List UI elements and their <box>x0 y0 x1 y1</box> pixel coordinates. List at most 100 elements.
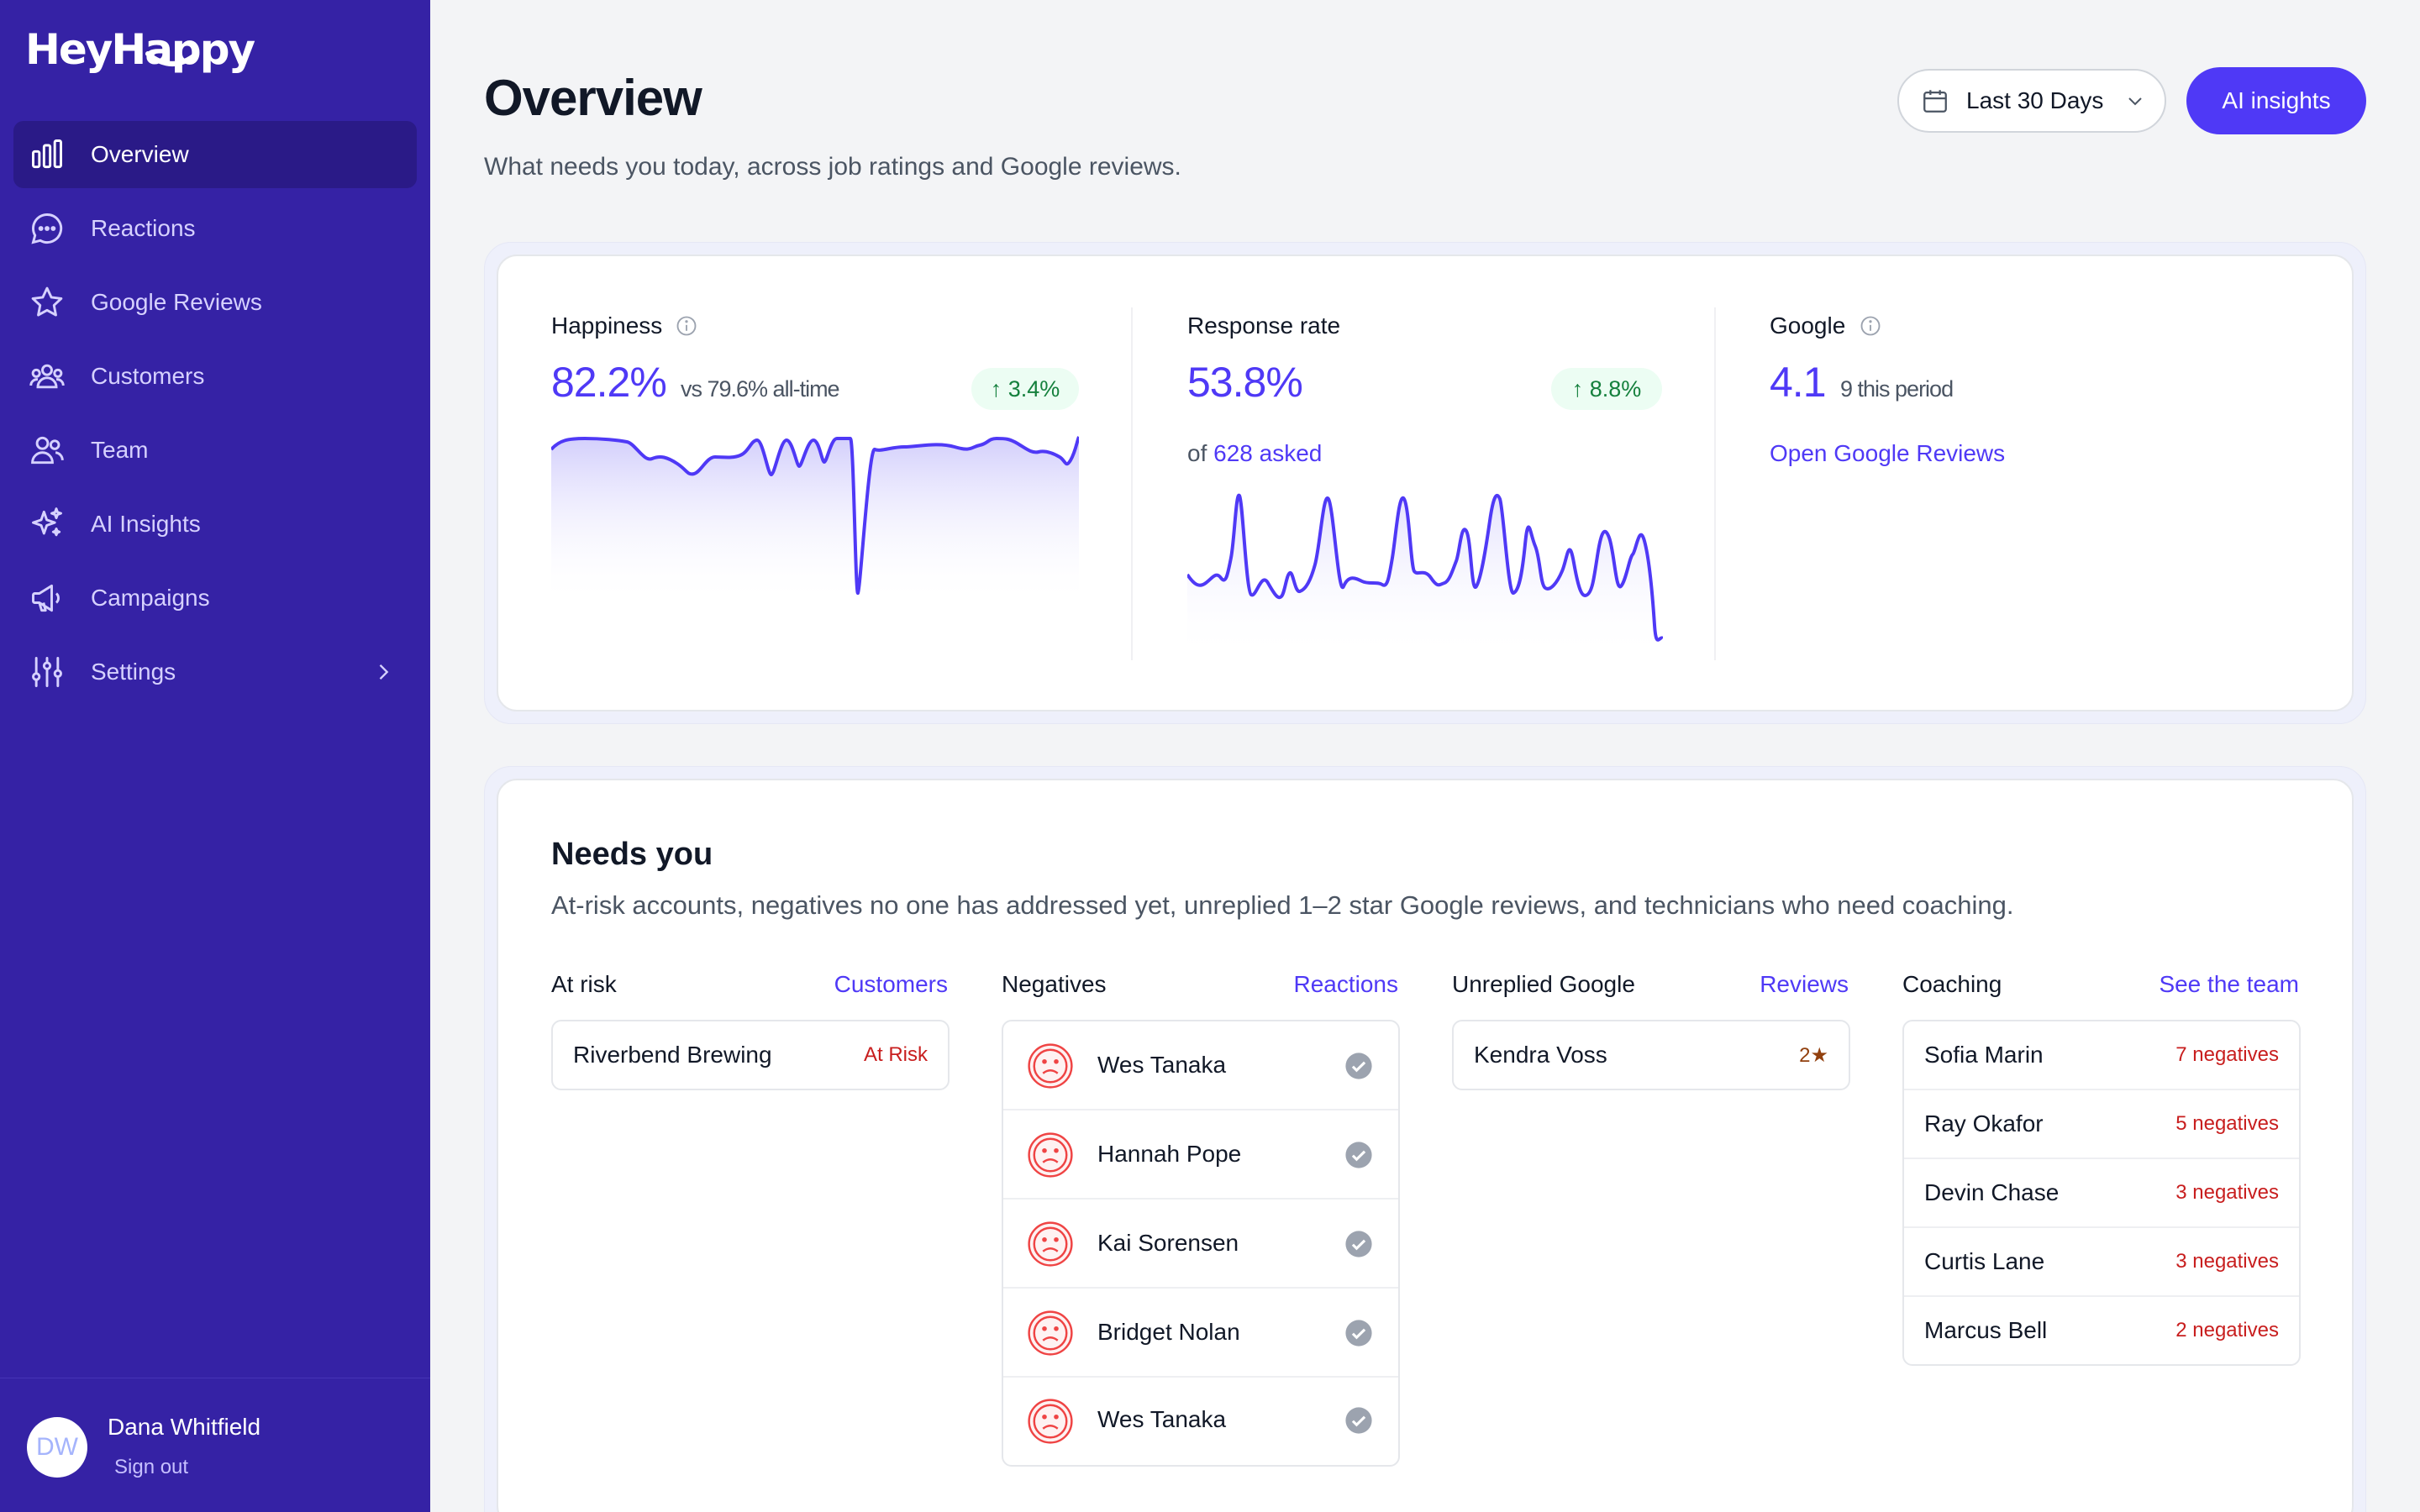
sidebar-item-customers[interactable]: Customers <box>13 343 417 410</box>
chevron-right-icon <box>379 664 389 680</box>
reviews-link[interactable]: Reviews <box>1760 971 1849 997</box>
needs-you-subtitle: At-risk accounts, negatives no one has a… <box>551 890 2014 920</box>
technician-name: Ray Okafor <box>1924 1110 2044 1137</box>
sliders-icon <box>32 657 62 687</box>
happiness-delta-badge: ↑ 3.4% <box>971 368 1079 410</box>
customer-name: Riverbend Brewing <box>573 1042 772 1068</box>
check-circle-icon[interactable] <box>1344 1141 1373 1169</box>
app-logo[interactable]: HeyHappy <box>25 25 255 74</box>
negatives-count: 7 negatives <box>2175 1043 2279 1066</box>
status-badge: At Risk <box>863 1043 928 1066</box>
megaphone-icon <box>32 584 60 612</box>
sidebar-item-campaigns[interactable]: Campaigns <box>13 564 417 632</box>
technician-name: Curtis Lane <box>1924 1248 2045 1274</box>
sidebar-item-label: Team <box>91 437 149 463</box>
sidebar-item-label: Overview <box>91 141 189 167</box>
check-circle-icon[interactable] <box>1344 1052 1373 1080</box>
avatar[interactable]: DW <box>27 1417 87 1478</box>
see-the-team-link[interactable]: See the team <box>2159 971 2299 997</box>
negatives-count: 3 negatives <box>2175 1250 2279 1273</box>
frown-face-icon <box>1028 1043 1073 1089</box>
happiness-sparkline <box>551 436 1079 605</box>
response-rate-label: Response rate <box>1187 312 1341 339</box>
technician-name: Sofia Marin <box>1924 1042 2044 1068</box>
happiness-label: Happiness <box>551 312 663 339</box>
sidebar-item-ai-insights[interactable]: AI Insights <box>13 491 417 558</box>
team-icon <box>31 436 64 465</box>
customer-name: Wes Tanaka <box>1097 1406 1227 1432</box>
coaching-heading: Coaching <box>1902 971 2002 997</box>
response-sparkline <box>1187 493 1663 659</box>
check-circle-icon[interactable] <box>1344 1230 1373 1258</box>
response-of-label: of <box>1187 440 1207 466</box>
sidebar-item-overview[interactable]: Overview <box>13 121 417 188</box>
sidebar-item-label: Google Reviews <box>91 289 262 315</box>
response-delta-badge: ↑ 8.8% <box>1551 368 1662 410</box>
date-range-label: Last 30 Days <box>1966 87 2104 113</box>
negatives-count: 2 negatives <box>2175 1319 2279 1341</box>
google-period-count: 9 this period <box>1840 376 1954 402</box>
open-google-reviews-link[interactable]: Open Google Reviews <box>1770 440 2006 466</box>
sidebar-item-label: Customers <box>91 363 205 389</box>
list-item[interactable]: Hannah Pope <box>1003 1110 1398 1200</box>
page-subtitle: What needs you today, across job ratings… <box>484 153 1181 181</box>
list-item[interactable]: Devin Chase 3 negatives <box>1904 1159 2299 1228</box>
calendar-icon <box>1923 90 1947 113</box>
users-group-icon <box>29 364 65 389</box>
frown-face-icon <box>1028 1310 1073 1356</box>
list-item[interactable]: Ray Okafor 5 negatives <box>1904 1090 2299 1159</box>
check-circle-icon[interactable] <box>1344 1319 1373 1347</box>
response-asked-link[interactable]: 628 asked <box>1213 440 1323 466</box>
ai-insights-button[interactable]: AI insights <box>2186 67 2366 134</box>
at-risk-heading: At risk <box>551 971 617 997</box>
sidebar-item-team[interactable]: Team <box>13 417 417 484</box>
coaching-list: Sofia Marin 7 negatives Ray Okafor 5 neg… <box>1902 1020 2301 1366</box>
logo-smile-icon <box>145 51 199 66</box>
happiness-compare: vs 79.6% all-time <box>681 376 840 402</box>
customers-link[interactable]: Customers <box>834 971 948 997</box>
list-item[interactable]: Wes Tanaka <box>1003 1021 1398 1110</box>
list-item[interactable]: Bridget Nolan <box>1003 1289 1398 1378</box>
bar-chart-icon <box>32 139 62 169</box>
frown-face-icon <box>1028 1221 1073 1267</box>
customer-name: Wes Tanaka <box>1097 1052 1227 1078</box>
negatives-list: Wes Tanaka Hannah Pope Kai Sorensen Brid… <box>1002 1020 1400 1467</box>
sidebar-item-reactions[interactable]: Reactions <box>13 195 417 262</box>
sidebar-item-label: AI Insights <box>91 511 201 537</box>
needs-you-title: Needs you <box>551 837 713 872</box>
sparkles-icon <box>32 507 62 537</box>
divider <box>1131 307 1133 660</box>
sidebar-item-google-reviews[interactable]: Google Reviews <box>13 269 417 336</box>
info-icon[interactable] <box>1859 314 1882 338</box>
star-rating-badge: 2★ <box>1799 1044 1828 1067</box>
frown-face-icon <box>1028 1132 1073 1178</box>
date-range-dropdown[interactable]: Last 30 Days <box>1897 69 2166 133</box>
technician-name: Devin Chase <box>1924 1179 2060 1205</box>
negatives-count: 3 negatives <box>2175 1181 2279 1204</box>
response-rate-value: 53.8% <box>1187 359 1303 406</box>
list-item[interactable]: Riverbend Brewing At Risk <box>553 1021 948 1089</box>
chevron-down-icon <box>2128 97 2143 106</box>
list-item[interactable]: Curtis Lane 3 negatives <box>1904 1228 2299 1297</box>
list-item[interactable]: Wes Tanaka <box>1003 1378 1398 1465</box>
list-item[interactable]: Marcus Bell 2 negatives <box>1904 1297 2299 1364</box>
check-circle-icon[interactable] <box>1344 1406 1373 1435</box>
at-risk-list: Riverbend Brewing At Risk <box>551 1020 950 1090</box>
sidebar-item-settings[interactable]: Settings <box>13 638 417 706</box>
frown-face-icon <box>1028 1399 1073 1444</box>
list-item[interactable]: Kendra Voss 2★ <box>1454 1021 1849 1089</box>
customer-name: Kai Sorensen <box>1097 1230 1239 1256</box>
sidebar: HeyHappy Overview Reactions Google Revie… <box>0 0 430 1512</box>
list-item[interactable]: Sofia Marin 7 negatives <box>1904 1021 2299 1090</box>
info-icon[interactable] <box>675 314 698 338</box>
list-item[interactable]: Kai Sorensen <box>1003 1200 1398 1289</box>
divider <box>1714 307 1716 660</box>
negatives-heading: Negatives <box>1002 971 1107 997</box>
sidebar-nav: Overview Reactions Google Reviews Custom… <box>13 121 417 712</box>
response-asked: of 628 asked <box>1187 440 1322 467</box>
reactions-link[interactable]: Reactions <box>1293 971 1398 997</box>
reviewer-name: Kendra Voss <box>1474 1042 1607 1068</box>
sign-out-link[interactable]: Sign out <box>114 1456 189 1478</box>
happiness-value: 82.2% <box>551 359 667 406</box>
unreplied-google-list: Kendra Voss 2★ <box>1452 1020 1850 1090</box>
